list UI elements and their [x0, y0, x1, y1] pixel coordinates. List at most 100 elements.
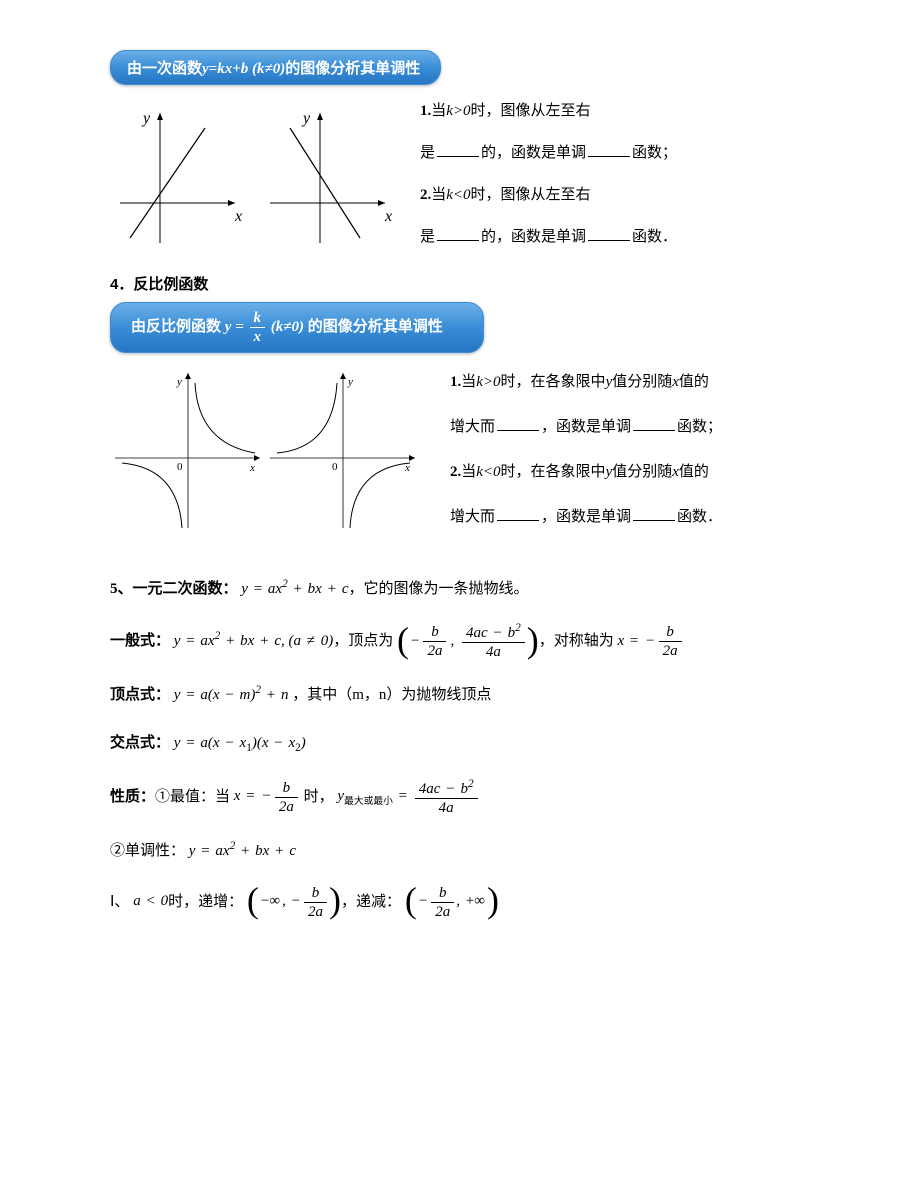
- linear-graphs: x y x y: [110, 93, 400, 253]
- svg-text:0: 0: [332, 461, 338, 473]
- linear-section: x y x y 1.当k>0时，图像从左至右 是的，函数是单调函数； 2.当k<…: [110, 93, 820, 261]
- heading-4: 4．反比例函数: [110, 273, 820, 294]
- prop1-label: ①最值：当: [155, 788, 230, 804]
- c1n: b: [304, 884, 327, 903]
- ax-den: 2a: [659, 642, 682, 660]
- p1-num: b: [275, 779, 298, 798]
- p1d: 4a: [415, 799, 478, 817]
- vertex-form-suffix: ，其中（m，n）为抛物线顶点: [292, 687, 491, 703]
- t: 1.: [450, 374, 461, 390]
- t: 函数；: [632, 145, 677, 161]
- blank: [633, 520, 675, 521]
- t: 2.: [450, 464, 461, 480]
- c2d: 2a: [431, 903, 454, 921]
- inverse-graph-positive: x y 0: [110, 363, 265, 533]
- t: 时，在各象限中: [501, 374, 606, 390]
- t: 函数．: [632, 229, 677, 245]
- t: ，函数是单调: [541, 509, 631, 525]
- blank: [497, 520, 539, 521]
- linear-graph-negative: x y: [260, 93, 400, 253]
- c2n: b: [431, 884, 454, 903]
- t: 值分别随: [612, 374, 672, 390]
- blank: [437, 240, 479, 241]
- svg-text:0: 0: [177, 461, 183, 473]
- intercept-label: 交点式：: [110, 735, 170, 751]
- t: 时，在各象限中: [501, 464, 606, 480]
- prop2-label: ②单调性：: [110, 843, 185, 859]
- c1d: 2a: [304, 903, 327, 921]
- vertex-label: ，顶点为: [333, 633, 393, 649]
- quad-heading: 5、一元二次函数：: [110, 581, 238, 597]
- vy-den: 4a: [462, 643, 525, 661]
- banner2-suffix: 的图像分析其单调性: [308, 319, 443, 335]
- t: k<0: [446, 187, 470, 203]
- inverse-graphs: x y 0 x y 0: [110, 363, 420, 533]
- linear-line1-num: 1.: [420, 103, 431, 119]
- vx-den: 2a: [423, 642, 446, 660]
- t: 函数．: [677, 509, 722, 525]
- props-label: 性质：: [110, 788, 155, 804]
- inverse-section: x y 0 x y 0 1.当k>0时，在各象限中y值分别随x值的 增大而，函数…: [110, 363, 820, 543]
- t: ，函数是单调: [541, 419, 631, 435]
- t: x: [672, 464, 679, 480]
- case1-when: 时，递增：: [168, 893, 243, 909]
- svg-text:y: y: [301, 110, 311, 127]
- svg-text:y: y: [176, 376, 182, 388]
- banner2-eq: =: [231, 319, 247, 335]
- prop1-when: 时，: [304, 788, 334, 804]
- t: k<0: [476, 464, 500, 480]
- svg-text:x: x: [384, 208, 392, 225]
- inverse-text-block: 1.当k>0时，在各象限中y值分别随x值的 增大而，函数是单调函数； 2.当k<…: [420, 363, 820, 543]
- linear-graph-positive: x y: [110, 93, 250, 253]
- t: 是: [420, 229, 435, 245]
- linear-line3-num: 2.: [420, 187, 431, 203]
- p1-den: 2a: [275, 798, 298, 816]
- linear-text-block: 1.当k>0时，图像从左至右 是的，函数是单调函数； 2.当k<0时，图像从左至…: [400, 93, 820, 261]
- banner1-prefix: 由一次函数: [127, 61, 202, 77]
- banner2-prefix: 由反比例函数: [131, 319, 225, 335]
- linear-function-banner: 由一次函数y=kx+b (k≠0)的图像分析其单调性: [110, 50, 441, 85]
- t: 当: [461, 464, 476, 480]
- blank: [588, 156, 630, 157]
- t: k>0: [476, 374, 500, 390]
- t: 值分别随: [612, 464, 672, 480]
- ax-num: b: [659, 623, 682, 642]
- t: 增大而: [450, 419, 495, 435]
- t: 增大而: [450, 509, 495, 525]
- t: 是: [420, 145, 435, 161]
- general-label: 一般式：: [110, 633, 170, 649]
- t: x: [672, 374, 679, 390]
- t: k>0: [446, 103, 470, 119]
- t: 的，函数是单调: [481, 145, 586, 161]
- svg-text:y: y: [141, 110, 151, 127]
- t: 时，图像从左至右: [471, 103, 591, 119]
- ysub: 最大或最小: [344, 796, 393, 807]
- banner2-cond: (k≠0): [267, 319, 308, 335]
- blank: [633, 430, 675, 431]
- t: 当: [461, 374, 476, 390]
- blank: [497, 430, 539, 431]
- t: 值的: [679, 374, 709, 390]
- inverse-graph-negative: x y 0: [265, 363, 420, 533]
- quad-suffix: ，它的图像为一条抛物线。: [348, 581, 528, 597]
- t: 当: [431, 187, 446, 203]
- case1-dec-label: ，递减：: [341, 893, 401, 909]
- svg-text:y: y: [347, 376, 353, 388]
- banner2-den: x: [250, 328, 266, 346]
- svg-text:x: x: [234, 208, 242, 225]
- t: 函数；: [677, 419, 722, 435]
- vertex-form-label: 顶点式：: [110, 687, 170, 703]
- blank: [437, 156, 479, 157]
- t: 当: [431, 103, 446, 119]
- case1-label: Ⅰ、: [110, 893, 129, 909]
- axis-label: ，对称轴为: [539, 633, 614, 649]
- vx-num: b: [423, 623, 446, 642]
- blank: [588, 240, 630, 241]
- svg-text:x: x: [249, 462, 255, 474]
- quadratic-section: 5、一元二次函数： y = ax2 + bx + c，它的图像为一条抛物线。 一…: [110, 573, 820, 921]
- banner1-formula: y=kx+b (k≠0): [202, 61, 285, 77]
- t: 值的: [679, 464, 709, 480]
- t: 的，函数是单调: [481, 229, 586, 245]
- banner1-suffix: 的图像分析其单调性: [285, 61, 420, 77]
- banner2-num: k: [250, 309, 266, 328]
